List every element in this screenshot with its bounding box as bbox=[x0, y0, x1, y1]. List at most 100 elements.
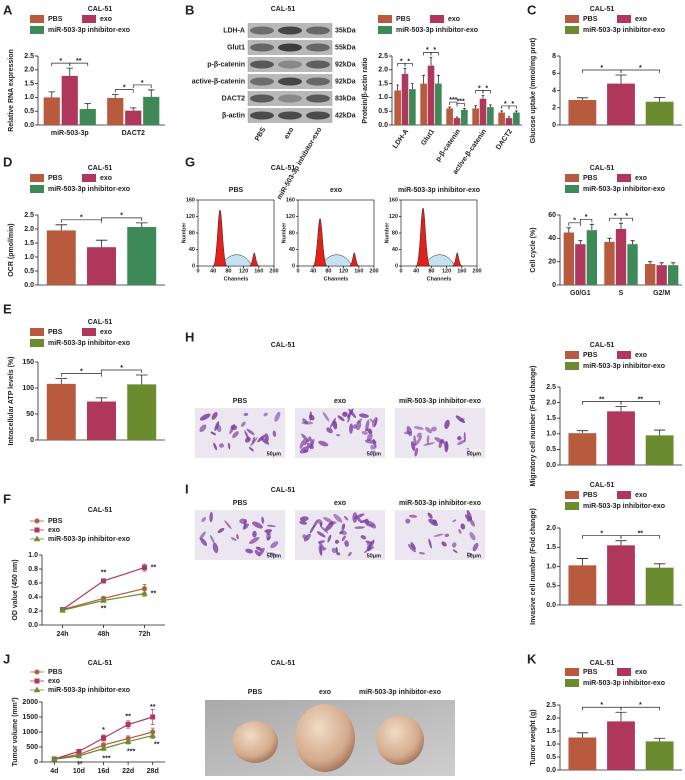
significance-label: * bbox=[573, 218, 576, 225]
point bbox=[101, 735, 106, 741]
point bbox=[149, 732, 156, 738]
g1-peak bbox=[312, 218, 328, 267]
cell bbox=[441, 541, 447, 547]
y-tick-label: 2.5 bbox=[24, 212, 34, 219]
y-tick-label: 1.5 bbox=[24, 80, 34, 87]
error-bar bbox=[411, 83, 414, 90]
panel-letter: C bbox=[527, 2, 537, 17]
bar bbox=[607, 545, 635, 605]
y-tick-label: 2000 bbox=[22, 699, 38, 706]
cell bbox=[333, 513, 343, 523]
significance-label: * bbox=[120, 365, 123, 372]
plot-title: PBS bbox=[229, 187, 244, 194]
legend-label: PBS bbox=[583, 669, 598, 676]
significance-label: ** bbox=[599, 396, 605, 403]
cell bbox=[211, 411, 218, 420]
error-bar bbox=[500, 110, 503, 113]
point bbox=[59, 606, 66, 613]
cell bbox=[465, 514, 470, 521]
x-tick-label: p-β-catenin bbox=[435, 128, 462, 163]
cell bbox=[410, 542, 416, 551]
cell bbox=[248, 537, 260, 545]
significance-label: * bbox=[426, 47, 429, 54]
bar bbox=[645, 435, 674, 465]
y-axis-label: Number bbox=[281, 222, 287, 244]
cell bbox=[348, 408, 357, 419]
error-bar bbox=[576, 732, 588, 738]
legend-label: exo bbox=[635, 669, 647, 676]
significance-label: * bbox=[433, 47, 436, 54]
y-tick-label: 100 bbox=[22, 385, 34, 392]
cell bbox=[199, 424, 207, 433]
y-tick-label: 0 bbox=[34, 759, 38, 766]
tumor bbox=[232, 721, 278, 763]
panel-letter: D bbox=[3, 154, 12, 169]
legend-label: exo bbox=[448, 16, 460, 23]
legend-swatch bbox=[617, 491, 631, 499]
y-tick-label: 40 bbox=[289, 247, 295, 253]
significance-bracket bbox=[101, 369, 143, 373]
cell bbox=[299, 520, 308, 525]
error-bar bbox=[455, 116, 459, 119]
image-label: miR-503-3p inhibitor-exo bbox=[399, 500, 481, 507]
significance-bracket bbox=[620, 706, 660, 711]
legend-swatch bbox=[617, 668, 631, 676]
cell bbox=[209, 511, 213, 523]
cell bbox=[463, 431, 466, 443]
significance-bracket bbox=[430, 52, 439, 56]
y-axis-label: Glucose uptake (mmol/mg prot) bbox=[530, 38, 537, 143]
error-bar bbox=[654, 97, 666, 102]
image-label: exo bbox=[334, 398, 346, 405]
x-tick-label: DACT2 bbox=[122, 130, 145, 137]
cell bbox=[316, 531, 326, 538]
cell bbox=[243, 412, 249, 416]
cell bbox=[260, 437, 270, 445]
size-label: 92kDa bbox=[335, 78, 356, 85]
bar bbox=[472, 108, 479, 125]
significance-label: *** bbox=[127, 748, 135, 755]
x-tick-label: 80 bbox=[428, 268, 434, 274]
significance-label: * bbox=[141, 80, 144, 87]
legend-swatch bbox=[565, 174, 579, 182]
error-bar bbox=[474, 105, 477, 109]
significance-label: ** bbox=[76, 58, 82, 65]
panel-letter: B bbox=[185, 2, 194, 17]
legend-swatch bbox=[378, 26, 392, 34]
y-tick-label: 4 bbox=[552, 87, 556, 94]
significance-label: * bbox=[614, 213, 617, 220]
cell bbox=[322, 411, 330, 422]
cell bbox=[303, 533, 311, 542]
chart-title: CAL-51 bbox=[590, 165, 615, 172]
significance-label: ** bbox=[150, 704, 156, 711]
cell bbox=[266, 524, 276, 528]
legend-swatch bbox=[30, 185, 44, 193]
y-tick-label: 8 bbox=[552, 53, 556, 60]
legend-label: exo bbox=[635, 492, 647, 499]
g2-peak bbox=[249, 252, 260, 267]
y-tick-label: 1.0 bbox=[378, 94, 388, 101]
legend-swatch bbox=[565, 668, 579, 676]
significance-label: * bbox=[639, 702, 642, 709]
chart-title: CAL-51 bbox=[271, 6, 296, 13]
cell bbox=[371, 417, 378, 428]
y-tick-label: 0 bbox=[30, 437, 34, 444]
x-tick-label: 10d bbox=[73, 768, 85, 775]
blot-band bbox=[306, 43, 330, 52]
cell bbox=[326, 427, 333, 434]
size-label: 35kDa bbox=[335, 27, 356, 34]
x-axis-label: Channels bbox=[427, 276, 452, 282]
cell bbox=[200, 537, 208, 546]
cell bbox=[224, 520, 232, 530]
error-bar bbox=[95, 397, 108, 402]
y-tick-label: 2.0 bbox=[24, 67, 34, 74]
protein-label: β-actin bbox=[222, 112, 245, 119]
bar bbox=[61, 75, 78, 125]
y-tick-label: 60 bbox=[548, 212, 556, 219]
significance-label: ** bbox=[77, 761, 83, 768]
cell bbox=[452, 519, 457, 523]
bar bbox=[487, 107, 494, 125]
significance-label: ** bbox=[154, 741, 160, 748]
cell bbox=[255, 546, 263, 551]
cell bbox=[452, 549, 458, 553]
error-bar bbox=[515, 110, 518, 113]
